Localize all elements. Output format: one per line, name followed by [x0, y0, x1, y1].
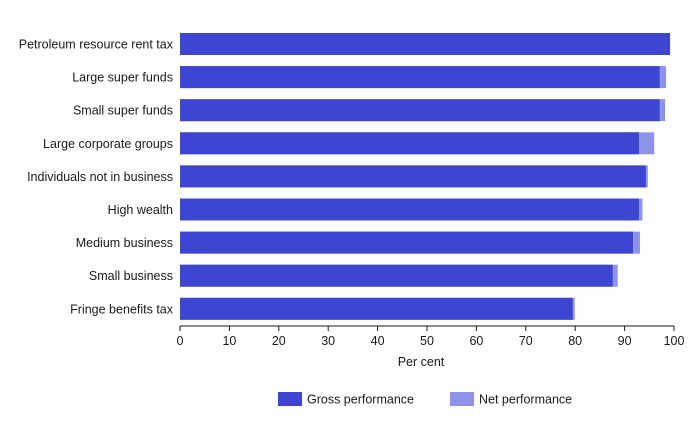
bar-gross-performance	[180, 132, 639, 155]
bars-group	[180, 33, 671, 320]
category-label: Small business	[89, 269, 173, 283]
x-tick-label: 100	[664, 334, 685, 348]
legend-swatch	[278, 392, 302, 406]
legend: Gross performance Net performance	[278, 392, 572, 407]
bar-gross-performance	[180, 264, 613, 287]
x-tick-label: 70	[519, 334, 533, 348]
legend-label: Gross performance	[307, 393, 414, 407]
category-label: High wealth	[108, 203, 173, 217]
x-tick-label: 50	[420, 334, 434, 348]
category-label: Petroleum resource rent tax	[19, 38, 174, 52]
legend-swatch	[450, 392, 474, 406]
x-axis-title: Per cent	[398, 355, 445, 369]
x-tick-label: 30	[321, 334, 335, 348]
category-label: Medium business	[76, 236, 173, 250]
category-labels: Petroleum resource rent tax Large super f…	[19, 38, 174, 317]
x-tick-label: 10	[222, 334, 236, 348]
x-tick-label: 60	[469, 334, 483, 348]
bar-gross-performance	[180, 198, 639, 221]
bar-gross-performance	[180, 165, 646, 188]
x-tick-label: 80	[568, 334, 582, 348]
bar-gross-performance	[180, 33, 671, 55]
x-tick-label: 90	[618, 334, 632, 348]
category-label: Large corporate groups	[43, 137, 173, 151]
category-label: Large super funds	[72, 71, 173, 85]
x-tick-label: 20	[272, 334, 286, 348]
x-tick-label: 40	[371, 334, 385, 348]
x-tick-label: 0	[177, 334, 184, 348]
category-label: Small super funds	[73, 104, 173, 118]
bar-gross-performance	[180, 297, 573, 320]
x-axis-ticks: 0 10 20 30 40 50 60 70 80 90 100	[177, 326, 685, 348]
bar-gross-performance	[180, 99, 660, 122]
bar-gross-performance	[180, 66, 660, 89]
bar-gross-performance	[180, 231, 633, 254]
category-label: Fringe benefits tax	[70, 302, 174, 316]
legend-label: Net performance	[479, 393, 572, 407]
category-label: Individuals not in business	[27, 170, 173, 184]
